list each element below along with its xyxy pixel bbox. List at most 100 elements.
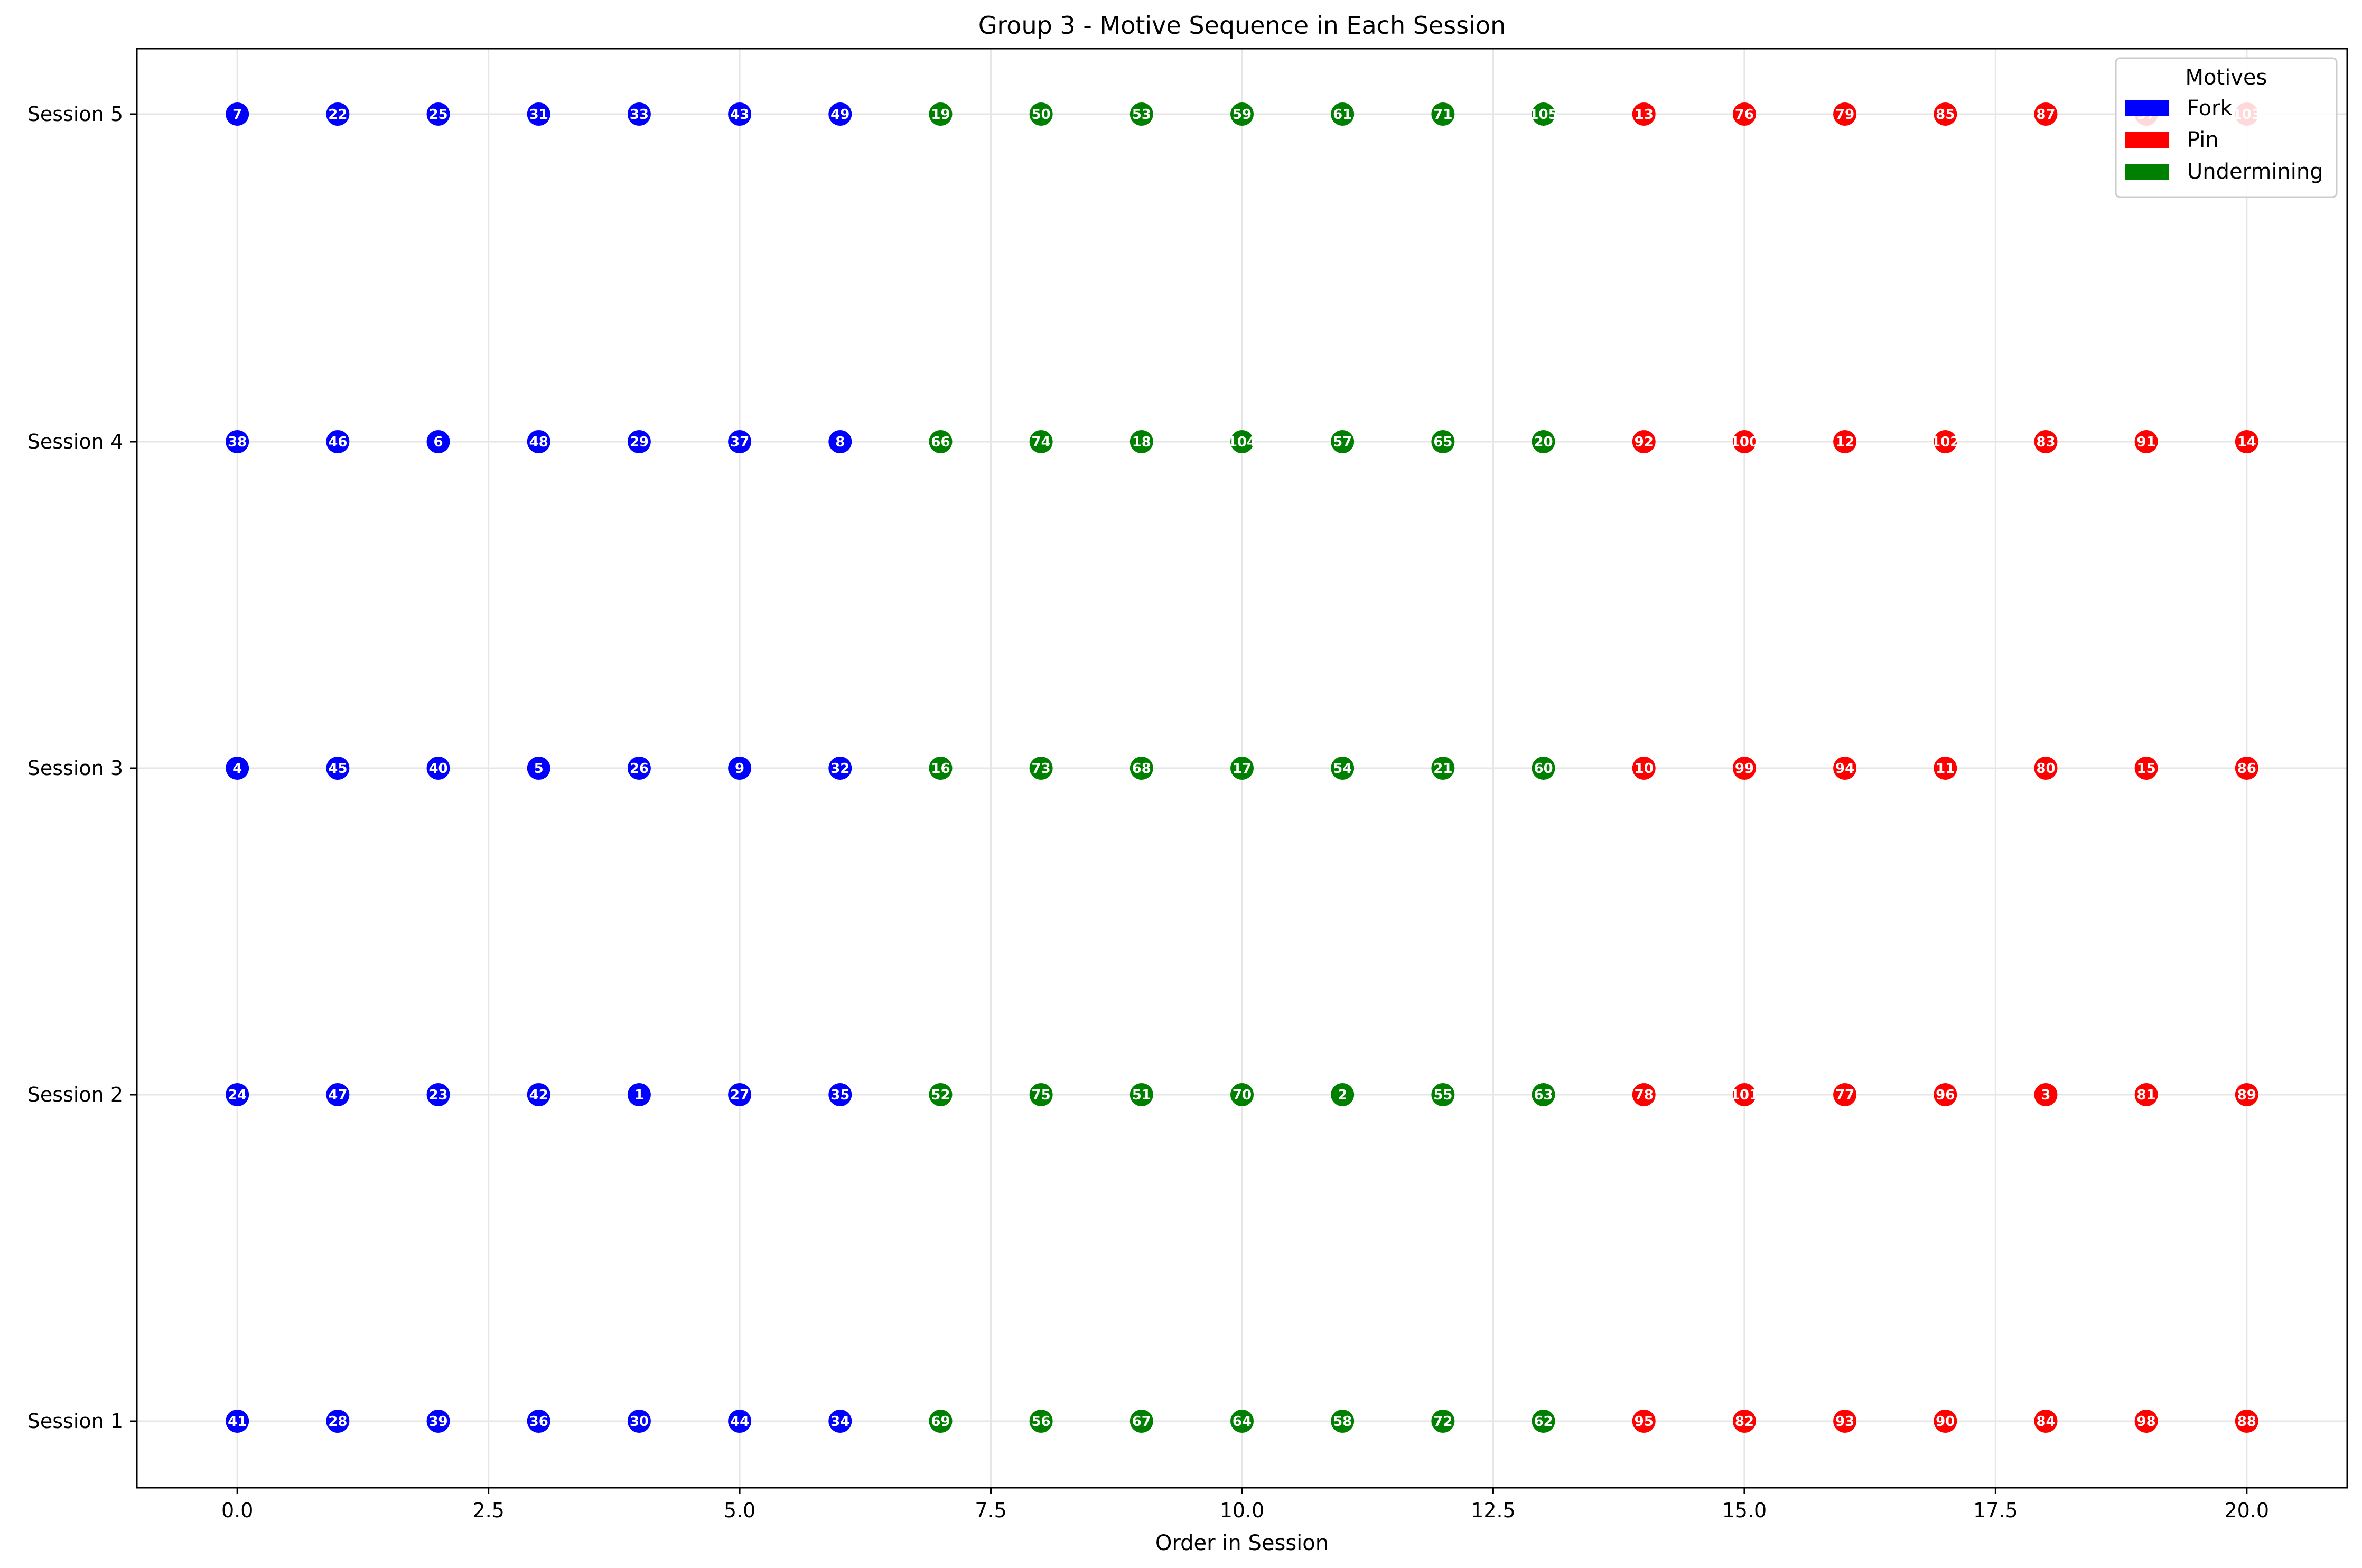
data-point bbox=[1833, 102, 1857, 126]
data-point-label: 45 bbox=[328, 761, 347, 777]
data-point bbox=[527, 430, 550, 453]
data-point-label: 1 bbox=[634, 1087, 644, 1103]
data-point bbox=[1230, 430, 1254, 453]
data-point bbox=[1532, 102, 1555, 126]
data-point bbox=[326, 1410, 350, 1433]
data-point-label: 82 bbox=[1735, 1414, 1754, 1430]
data-point bbox=[1230, 757, 1254, 780]
data-point bbox=[226, 1083, 249, 1106]
data-point-label: 85 bbox=[1936, 107, 1955, 123]
data-point-label: 72 bbox=[1433, 1414, 1452, 1430]
data-point-label: 94 bbox=[1835, 761, 1854, 777]
data-point bbox=[828, 757, 852, 780]
data-point bbox=[728, 757, 752, 780]
data-point bbox=[1129, 757, 1153, 780]
y-tick-label: Session 1 bbox=[27, 1410, 123, 1433]
data-point-label: 40 bbox=[428, 761, 447, 777]
data-point-label: 77 bbox=[1835, 1087, 1854, 1103]
data-point-label: 79 bbox=[1835, 107, 1854, 123]
x-tick-label: 15.0 bbox=[1722, 1499, 1767, 1522]
x-tick-label: 5.0 bbox=[724, 1499, 755, 1522]
data-point bbox=[326, 1083, 350, 1106]
data-point bbox=[1833, 1410, 1857, 1433]
data-point-label: 99 bbox=[1735, 761, 1754, 777]
data-point bbox=[1331, 430, 1355, 453]
data-point-label: 59 bbox=[1233, 107, 1252, 123]
data-point-label: 49 bbox=[830, 107, 849, 123]
data-point-label: 96 bbox=[1936, 1087, 1955, 1103]
data-point bbox=[627, 102, 651, 126]
data-point bbox=[1331, 1410, 1355, 1433]
data-point-label: 42 bbox=[529, 1087, 548, 1103]
data-point-label: 74 bbox=[1032, 434, 1051, 450]
data-point bbox=[226, 430, 249, 453]
data-point-label: 67 bbox=[1132, 1414, 1151, 1430]
data-point bbox=[929, 1083, 953, 1106]
data-point-label: 43 bbox=[730, 107, 749, 123]
data-point bbox=[1934, 430, 1957, 453]
data-point-label: 89 bbox=[2237, 1087, 2256, 1103]
data-point-label: 101 bbox=[1730, 1087, 1759, 1103]
data-point bbox=[1532, 1083, 1555, 1106]
data-point bbox=[1632, 102, 1656, 126]
y-axis-ticks: Session 1 Session 2 Session 3 Session 4 Sess… bbox=[27, 102, 137, 1433]
data-point-label: 6 bbox=[433, 434, 443, 450]
data-point-label: 36 bbox=[529, 1414, 548, 1430]
data-point bbox=[627, 1410, 651, 1433]
data-point-label: 87 bbox=[2036, 107, 2055, 123]
data-point bbox=[426, 102, 450, 126]
data-point bbox=[828, 430, 852, 453]
data-point-label: 16 bbox=[931, 761, 950, 777]
data-point bbox=[929, 430, 953, 453]
data-point bbox=[627, 1083, 651, 1106]
data-point bbox=[1732, 430, 1756, 453]
data-point-label: 54 bbox=[1333, 761, 1352, 777]
data-point-label: 53 bbox=[1132, 107, 1151, 123]
data-point bbox=[2034, 757, 2058, 780]
data-point-label: 38 bbox=[228, 434, 247, 450]
data-point-label: 31 bbox=[529, 107, 548, 123]
data-point-label: 84 bbox=[2036, 1414, 2055, 1430]
data-point bbox=[828, 1410, 852, 1433]
data-point-label: 70 bbox=[1233, 1087, 1252, 1103]
legend-label: Fork bbox=[2187, 96, 2233, 120]
data-point bbox=[1029, 1083, 1053, 1106]
data-point-label: 48 bbox=[529, 434, 548, 450]
data-point bbox=[929, 102, 953, 126]
x-tick-label: 12.5 bbox=[1471, 1499, 1516, 1522]
data-point-label: 15 bbox=[2137, 761, 2156, 777]
data-point-label: 93 bbox=[1835, 1414, 1854, 1430]
data-point bbox=[1029, 430, 1053, 453]
data-point bbox=[828, 1083, 852, 1106]
legend-title: Motives bbox=[2186, 66, 2267, 90]
x-tick-label: 2.5 bbox=[472, 1499, 504, 1522]
data-point bbox=[929, 1410, 953, 1433]
data-point-label: 95 bbox=[1635, 1414, 1654, 1430]
data-point bbox=[326, 102, 350, 126]
data-point-label: 37 bbox=[730, 434, 749, 450]
data-point bbox=[226, 102, 249, 126]
data-point bbox=[2034, 1410, 2058, 1433]
data-point bbox=[2134, 1410, 2158, 1433]
data-point bbox=[2235, 430, 2258, 453]
y-tick-label: Session 5 bbox=[27, 102, 123, 126]
data-point-label: 91 bbox=[2137, 434, 2156, 450]
data-point-label: 92 bbox=[1635, 434, 1654, 450]
data-point bbox=[2235, 757, 2258, 780]
data-point-label: 63 bbox=[1534, 1087, 1553, 1103]
data-point-label: 8 bbox=[835, 434, 845, 450]
data-point-label: 98 bbox=[2137, 1414, 2156, 1430]
data-point-label: 24 bbox=[228, 1087, 247, 1103]
data-point-label: 78 bbox=[1635, 1087, 1654, 1103]
data-point bbox=[1833, 1083, 1857, 1106]
data-point-label: 9 bbox=[735, 761, 744, 777]
data-point bbox=[326, 430, 350, 453]
data-point-label: 17 bbox=[1233, 761, 1252, 777]
data-point-label: 71 bbox=[1433, 107, 1452, 123]
data-point-label: 21 bbox=[1433, 761, 1452, 777]
data-point-label: 12 bbox=[1835, 434, 1854, 450]
data-point bbox=[2235, 1083, 2258, 1106]
data-point bbox=[1331, 757, 1355, 780]
data-point bbox=[2134, 757, 2158, 780]
